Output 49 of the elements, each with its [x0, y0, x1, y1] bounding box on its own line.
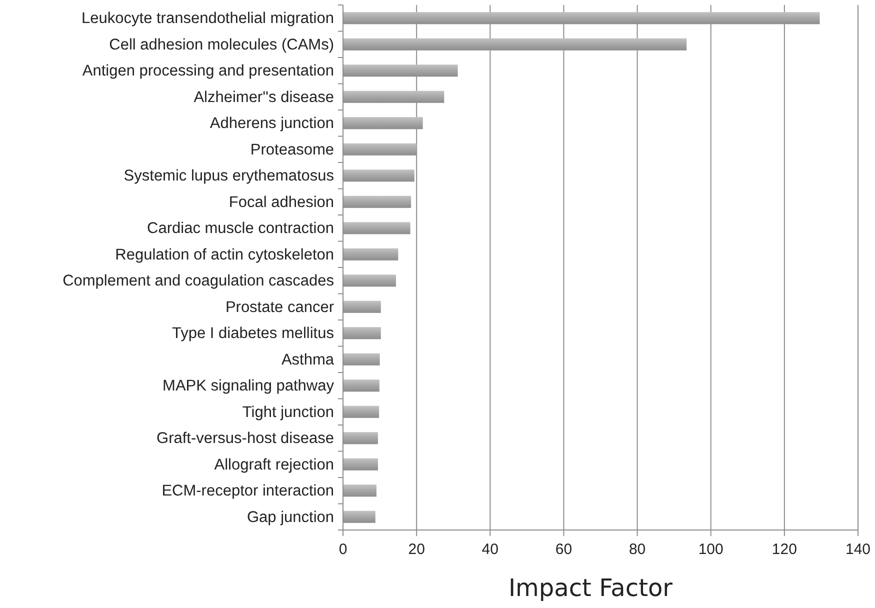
bar: [343, 196, 412, 208]
bar: [343, 380, 380, 392]
x-tick-label: 60: [555, 541, 572, 558]
bar: [343, 117, 423, 130]
x-tick-label: 0: [338, 541, 348, 558]
bar: [343, 406, 380, 418]
x-tick-label: 80: [628, 541, 646, 558]
y-tick-label: MAPK signaling pathway: [162, 378, 334, 395]
bar: [343, 248, 398, 260]
y-tick-label: Systemic lupus erythematosus: [124, 168, 334, 185]
x-tick-label: 120: [772, 541, 797, 558]
y-tick-label: Graft-versus-host disease: [156, 430, 334, 448]
bar: [343, 64, 458, 77]
y-tick-label: Leukocyte transendothelial migration: [82, 10, 334, 28]
bar: [343, 458, 378, 470]
y-tick-label: Proteasome: [250, 141, 334, 158]
bar: [343, 353, 380, 366]
bar: [343, 327, 381, 340]
y-tick-label: Tight junction: [242, 404, 334, 421]
bar: [343, 510, 376, 523]
bar: [343, 300, 381, 313]
bar: [343, 222, 410, 234]
x-tick-label: 100: [698, 541, 724, 558]
bar: [343, 484, 376, 497]
bar: [343, 90, 444, 103]
y-tick-label: Regulation of actin cytoskeleton: [115, 246, 334, 264]
y-tick-label: Cardiac muscle contraction: [147, 220, 334, 238]
y-tick-label: Complement and coagulation cascades: [62, 272, 334, 290]
bar: [343, 38, 687, 50]
x-tick-label: 40: [482, 541, 498, 558]
bar: [343, 170, 414, 182]
y-tick-label: Prostate cancer: [225, 298, 334, 316]
y-tick-label: Type I diabetes mellitus: [172, 325, 334, 342]
y-tick-label: ECM-receptor interaction: [162, 482, 334, 500]
y-tick-label: Asthma: [281, 351, 334, 368]
bar: [343, 143, 417, 156]
y-tick-label: Cell adhesion molecules (CAMs): [109, 36, 334, 54]
y-tick-label: Allograft rejection: [214, 456, 334, 474]
x-axis-title: Impact Factor: [508, 574, 673, 602]
y-tick-label: Gap junction: [246, 508, 334, 526]
bar: [343, 432, 378, 444]
bar: [343, 12, 820, 24]
y-tick-label: Adherens junction: [210, 115, 334, 132]
x-tick-label: 20: [408, 541, 425, 558]
y-tick-label: Alzheimer''s disease: [194, 88, 334, 106]
x-tick-label: 140: [845, 541, 871, 558]
y-tick-label: Antigen processing and presentation: [82, 62, 334, 80]
y-tick-label: Focal adhesion: [228, 194, 334, 211]
bar: [343, 274, 396, 287]
